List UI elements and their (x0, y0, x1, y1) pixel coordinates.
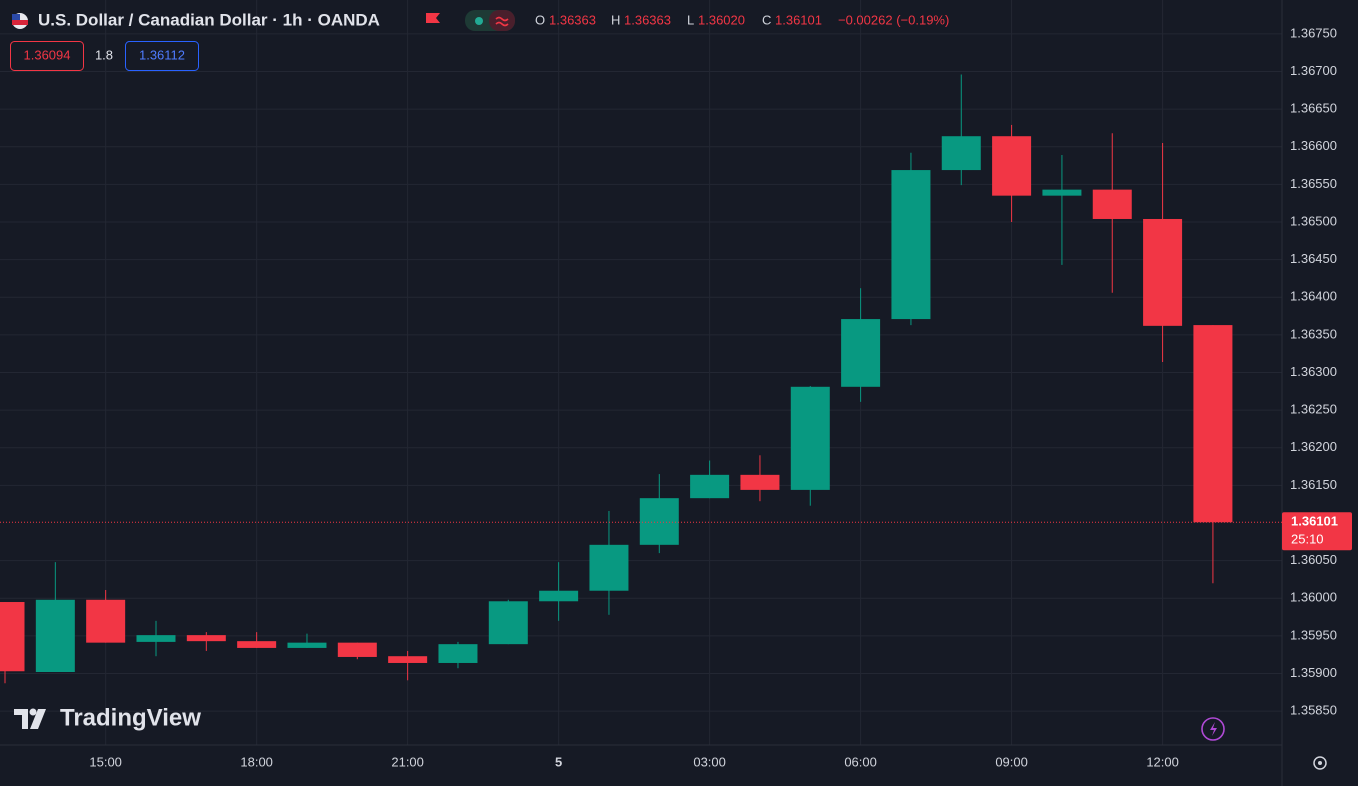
candle-body (237, 641, 277, 648)
y-tick-label: 1.35950 (1290, 627, 1337, 642)
ohlc-letter: L (687, 12, 694, 27)
candle-body (337, 642, 377, 657)
grid (0, 0, 1282, 745)
y-tick-label: 1.36350 (1290, 326, 1337, 341)
symbol-flag-canton (12, 14, 20, 20)
y-tick-label: 1.36200 (1290, 439, 1337, 454)
flag-icon[interactable] (426, 13, 440, 23)
candle-body (186, 635, 226, 642)
x-tick-label: 03:00 (693, 754, 726, 769)
candle-body (1092, 189, 1132, 219)
candle-body (287, 642, 327, 648)
ohlc-value: 1.36020 (698, 12, 745, 27)
watermark-logo (14, 709, 46, 729)
candle-body (438, 644, 478, 663)
y-tick-label: 1.36300 (1290, 364, 1337, 379)
y-tick-label: 1.36400 (1290, 289, 1337, 304)
y-tick-label: 1.35850 (1290, 703, 1337, 718)
x-tick-label: 06:00 (844, 754, 877, 769)
ohlc-change: −0.00262 (−0.19%) (838, 12, 949, 27)
candle-body (589, 544, 629, 591)
candle-body (539, 590, 579, 602)
data-delayed-badge[interactable] (489, 10, 515, 31)
last-price-label: 1.36101 (1291, 514, 1338, 529)
y-tick-label: 1.36250 (1290, 402, 1337, 417)
y-tick-label: 1.36700 (1290, 63, 1337, 78)
candle-body (488, 601, 528, 645)
candle-body (0, 602, 25, 672)
settings-icon[interactable] (1313, 756, 1327, 770)
x-tick-label: 5 (555, 754, 562, 769)
watermark-logo-dot (29, 708, 37, 716)
x-tick-label: 21:00 (391, 754, 424, 769)
ohlc-letter: H (611, 12, 620, 27)
settings-icon-center (1318, 761, 1322, 765)
candle-body (639, 498, 679, 545)
candle-body (841, 319, 881, 387)
chart-title: U.S. Dollar / Canadian Dollar · 1h · OAN… (38, 10, 380, 29)
candle-body (1143, 218, 1183, 326)
y-tick-label: 1.36150 (1290, 477, 1337, 492)
candle-body (740, 474, 780, 490)
ohlc-value: 1.36101 (775, 12, 822, 27)
x-tick-label: 12:00 (1146, 754, 1179, 769)
candle-body (1042, 189, 1082, 196)
delay-icon (495, 16, 509, 27)
candle-body (891, 170, 931, 320)
candle-body (690, 474, 730, 499)
candle-body (992, 136, 1032, 196)
y-tick-label: 1.36750 (1290, 25, 1337, 40)
ohlc-value: 1.36363 (624, 12, 671, 27)
candles (0, 74, 1233, 684)
ohlc-value: 1.36363 (549, 12, 596, 27)
x-tick-label: 15:00 (89, 754, 122, 769)
candle-body (86, 599, 126, 643)
candle-body (136, 635, 176, 642)
ohlc-letter: O (535, 12, 545, 27)
sell-button[interactable] (10, 41, 84, 71)
y-tick-label: 1.36050 (1290, 552, 1337, 567)
buy-button[interactable] (125, 41, 199, 71)
buy-price[interactable]: 1.36112 (139, 47, 185, 62)
x-tick-label: 18:00 (240, 754, 273, 769)
countdown-label: 25:10 (1291, 532, 1324, 547)
y-tick-label: 1.36550 (1290, 176, 1337, 191)
spread: 1.8 (95, 47, 113, 62)
y-tick-label: 1.35900 (1290, 665, 1337, 680)
alert-icon[interactable] (1201, 717, 1225, 741)
symbol-flag-stripe (12, 20, 28, 25)
x-tick-label: 09:00 (995, 754, 1028, 769)
last-price-box (1282, 512, 1352, 551)
ohlc-letter: C (762, 12, 771, 27)
candle-body (941, 136, 981, 171)
watermark: TradingView (60, 704, 201, 731)
candle-body (790, 386, 830, 490)
candle-body (388, 656, 428, 663)
y-tick-label: 1.36500 (1290, 213, 1337, 228)
candle-body (1193, 325, 1233, 523)
market-open-dot (475, 17, 483, 25)
sell-price[interactable]: 1.36094 (24, 47, 71, 62)
y-tick-label: 1.36450 (1290, 251, 1337, 266)
alert-bolt (1210, 722, 1217, 736)
y-tick-label: 1.36600 (1290, 138, 1337, 153)
y-tick-label: 1.36000 (1290, 590, 1337, 605)
y-tick-label: 1.36650 (1290, 101, 1337, 116)
candle-body (35, 599, 75, 673)
